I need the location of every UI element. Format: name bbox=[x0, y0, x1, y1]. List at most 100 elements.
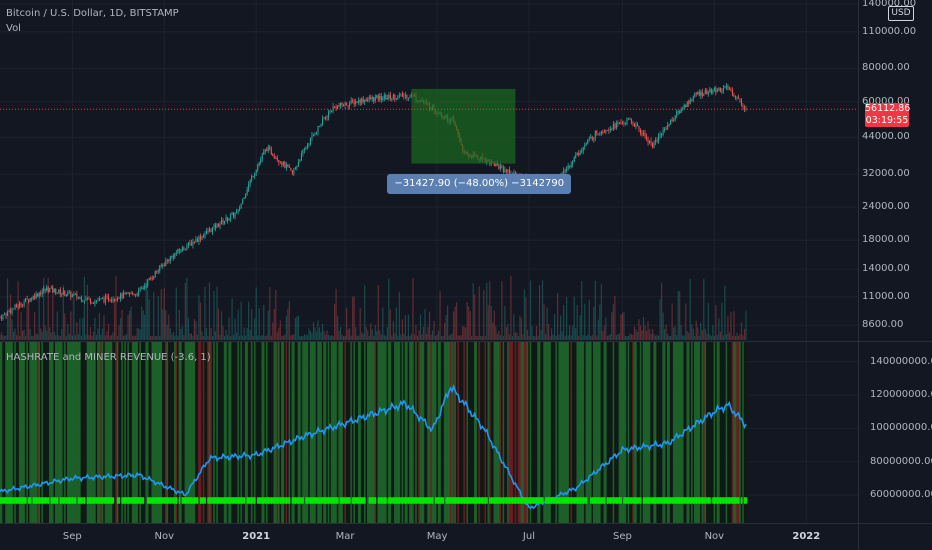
indicator-band bbox=[168, 342, 170, 523]
volume-bar bbox=[650, 334, 652, 340]
indicator-band bbox=[672, 342, 675, 523]
candle-body bbox=[638, 126, 640, 130]
volume-bar bbox=[104, 335, 107, 340]
indicator-band bbox=[113, 342, 116, 523]
signal-dot bbox=[130, 497, 133, 504]
candle-body bbox=[13, 308, 15, 310]
indicator-title[interactable]: HASHRATE and MINER REVENUE (-3.6, 1) bbox=[6, 352, 211, 363]
indicator-band bbox=[273, 342, 276, 523]
indicator-band bbox=[706, 342, 708, 523]
signal-dot bbox=[287, 497, 289, 504]
indicator-band bbox=[103, 342, 106, 523]
symbol-title[interactable]: Bitcoin / U.S. Dollar, 1D, BITSTAMP bbox=[6, 8, 179, 19]
indicator-band bbox=[137, 342, 140, 523]
volume-bar bbox=[82, 317, 84, 340]
candle-body bbox=[71, 294, 73, 298]
candle-body bbox=[400, 93, 402, 95]
indicator-band bbox=[737, 342, 740, 523]
signal-dot bbox=[510, 497, 512, 504]
indicator-band bbox=[15, 342, 18, 523]
candle-body bbox=[642, 132, 645, 135]
indicator-band bbox=[510, 342, 512, 523]
candle-body bbox=[728, 88, 730, 90]
signal-dot bbox=[508, 497, 511, 504]
volume-bar bbox=[130, 306, 132, 340]
signal-dot bbox=[162, 497, 164, 504]
volume-bar bbox=[507, 324, 509, 340]
volume-bar bbox=[516, 332, 518, 340]
candle-body bbox=[361, 98, 363, 104]
candle-body bbox=[221, 219, 223, 225]
signal-dot bbox=[617, 497, 619, 504]
signal-dot bbox=[92, 497, 95, 504]
candle-body bbox=[587, 139, 589, 144]
volume-bar bbox=[639, 325, 642, 340]
candle-body bbox=[276, 158, 278, 161]
indicator-band bbox=[21, 342, 24, 523]
volume-bar bbox=[636, 332, 639, 340]
signal-dot bbox=[336, 497, 339, 504]
signal-dot bbox=[660, 497, 663, 504]
signal-dot bbox=[464, 497, 467, 504]
volume-bar bbox=[388, 278, 390, 340]
signal-dot bbox=[291, 497, 294, 504]
volume-bar bbox=[284, 334, 286, 340]
signal-dot bbox=[9, 497, 12, 504]
volume-bar bbox=[281, 335, 283, 340]
candle-body bbox=[281, 162, 283, 165]
candle-body bbox=[582, 147, 584, 151]
candle-body bbox=[110, 300, 113, 302]
signal-dot bbox=[333, 497, 336, 504]
measure-range-box[interactable] bbox=[411, 88, 516, 164]
volume-bar bbox=[654, 335, 657, 340]
candle-body bbox=[233, 212, 235, 217]
volume-bar bbox=[632, 334, 634, 340]
indicator-band bbox=[558, 342, 561, 523]
indicator-band bbox=[45, 342, 48, 523]
indicator-band bbox=[562, 342, 565, 523]
candle-body bbox=[661, 134, 663, 135]
signal-dot bbox=[703, 497, 705, 504]
signal-dot bbox=[496, 497, 499, 504]
candle-body bbox=[376, 95, 378, 98]
signal-dot bbox=[183, 497, 185, 504]
volume-bar bbox=[252, 335, 254, 340]
volume-bar bbox=[77, 334, 79, 340]
signal-dot bbox=[110, 497, 113, 504]
volume-bar bbox=[624, 335, 627, 340]
candle-body bbox=[234, 213, 236, 217]
volume-bar bbox=[353, 296, 355, 340]
signal-dot bbox=[214, 497, 217, 504]
volume-bar bbox=[70, 311, 72, 340]
volume-bar bbox=[172, 332, 174, 340]
volume-bar bbox=[584, 303, 586, 340]
candle-body bbox=[344, 102, 346, 106]
candle-body bbox=[507, 169, 509, 172]
indicator-band bbox=[91, 342, 93, 523]
volume-bar bbox=[575, 328, 577, 340]
indicator-band bbox=[498, 342, 500, 523]
volume-bar bbox=[165, 310, 167, 340]
candle-body bbox=[94, 301, 96, 304]
indicator-band bbox=[507, 342, 509, 523]
candle-body bbox=[52, 287, 54, 292]
indicator-band bbox=[232, 342, 235, 523]
volume-bar bbox=[260, 335, 262, 340]
volume-bar bbox=[501, 281, 503, 340]
indicator-band bbox=[210, 342, 213, 523]
indicator-band bbox=[386, 342, 389, 523]
signal-dot bbox=[149, 497, 152, 504]
indicator-band bbox=[663, 342, 666, 523]
volume-bar bbox=[162, 309, 164, 340]
indicator-band bbox=[140, 342, 143, 523]
candle-body bbox=[5, 314, 7, 316]
candle-body bbox=[632, 122, 634, 124]
signal-dot bbox=[425, 497, 428, 504]
indicator-band bbox=[219, 342, 222, 523]
signal-dot bbox=[354, 497, 357, 504]
candle-body bbox=[0, 317, 3, 319]
volume-bar bbox=[180, 329, 182, 340]
currency-badge[interactable]: USD bbox=[888, 6, 914, 21]
volume-label[interactable]: Vol bbox=[6, 23, 21, 34]
